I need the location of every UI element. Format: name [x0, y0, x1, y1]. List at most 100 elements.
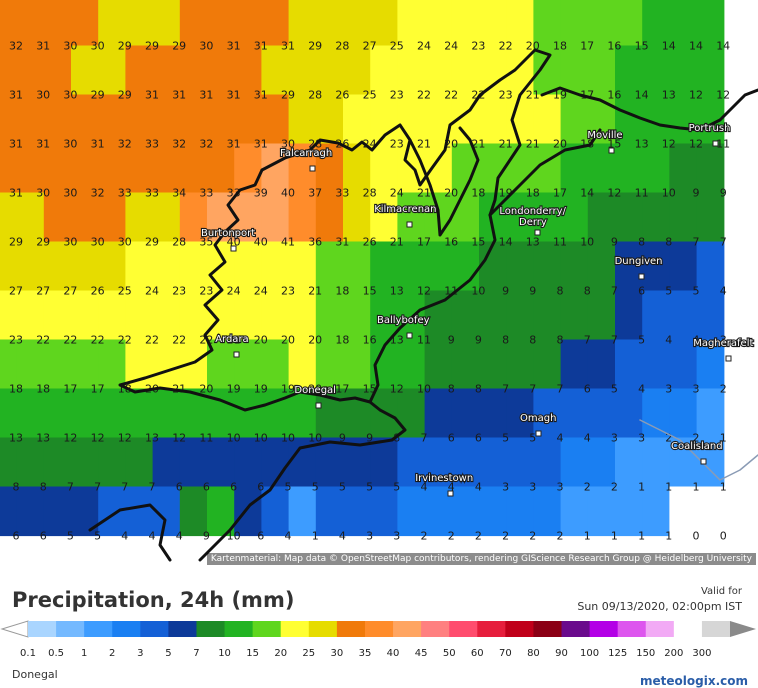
precip-value: 13 — [145, 432, 159, 445]
precip-cell — [234, 192, 262, 243]
precip-value: 32 — [9, 40, 23, 53]
precip-value: 24 — [227, 285, 241, 298]
precip-cell — [179, 290, 208, 341]
precip-value: 15 — [471, 236, 485, 249]
precip-cell — [234, 94, 262, 145]
precip-value: 18 — [553, 40, 567, 53]
precip-cell — [16, 143, 45, 194]
precip-cell — [152, 94, 181, 145]
precip-value: 5 — [366, 481, 373, 494]
precip-cell — [696, 388, 725, 439]
scale-label: 2 — [109, 648, 115, 659]
precip-value: 21 — [227, 334, 241, 347]
precip-cell — [179, 241, 208, 292]
precip-value: 6 — [230, 481, 237, 494]
precip-cell — [71, 437, 99, 488]
precip-cell — [43, 486, 72, 537]
precip-value: 5 — [611, 383, 618, 396]
scale-swatch — [533, 621, 563, 637]
town-marker — [712, 140, 719, 147]
precip-value: 3 — [720, 334, 727, 347]
precip-value: 2 — [720, 383, 727, 396]
precip-value: 7 — [502, 383, 509, 396]
precip-cell — [642, 339, 670, 390]
precipitation-map[interactable]: 32 31 30 30 29 29 29 30 31 31 31 29 28 27 25 24 24 23 22 20… — [0, 0, 758, 566]
precip-cell — [152, 437, 181, 488]
precip-value: 10 — [227, 432, 241, 445]
precip-cell — [43, 143, 72, 194]
precip-value: 28 — [172, 236, 186, 249]
precip-cell — [424, 437, 453, 488]
precip-cell — [261, 339, 290, 390]
precip-cell — [696, 241, 725, 292]
precip-cell — [152, 0, 181, 47]
precip-value: 21 — [526, 89, 540, 102]
precip-value: 15 — [635, 40, 649, 53]
precip-value: 5 — [693, 285, 700, 298]
precip-cell — [615, 388, 643, 439]
precip-value: 4 — [638, 383, 645, 396]
scale-label: 5 — [165, 648, 171, 659]
precip-value: 2 — [475, 530, 482, 543]
precip-cell — [16, 437, 45, 488]
precip-value: 0 — [693, 530, 700, 543]
scale-swatch — [56, 621, 85, 637]
precip-cell — [125, 0, 154, 47]
precip-cell — [397, 241, 426, 292]
precip-value: 12 — [689, 89, 703, 102]
scale-swatch — [168, 621, 197, 637]
precip-value: 0 — [720, 530, 727, 543]
scale-swatch — [701, 621, 731, 637]
scale-swatch — [196, 621, 226, 637]
scale-label: 60 — [471, 648, 484, 659]
town-label: Kilmacrenan — [374, 204, 436, 215]
precip-cell — [0, 94, 18, 145]
precip-value: 7 — [121, 481, 128, 494]
precip-value: 32 — [91, 187, 105, 200]
scale-swatch — [140, 621, 169, 637]
scale-swatch — [673, 621, 703, 637]
precip-cell — [315, 0, 344, 47]
scale-label: 0.5 — [48, 648, 64, 659]
precip-value: 29 — [145, 40, 159, 53]
precip-value: 26 — [335, 89, 349, 102]
precip-cell — [0, 290, 18, 341]
precip-cell — [424, 45, 453, 96]
precip-cell — [397, 45, 426, 96]
precip-value: 12 — [716, 89, 730, 102]
precip-value: 12 — [689, 138, 703, 151]
precip-cell — [152, 241, 181, 292]
precip-cell — [71, 143, 99, 194]
precip-cell — [506, 241, 534, 292]
town-label: Ardara — [215, 334, 249, 345]
precip-cell — [152, 388, 181, 439]
precip-value: 12 — [662, 138, 676, 151]
precip-value: 14 — [689, 40, 703, 53]
precip-value: 12 — [63, 432, 77, 445]
precip-value: 1 — [693, 481, 700, 494]
precip-value: 8 — [502, 334, 509, 347]
precip-value: 3 — [611, 432, 618, 445]
precip-cell — [43, 339, 72, 390]
precip-cell — [506, 388, 534, 439]
precip-value: 30 — [91, 40, 105, 53]
precip-cell — [288, 290, 317, 341]
town-markers: Falcarragh Kilmacrenan Burtonport Londonder… — [200, 122, 755, 497]
precip-value: 9 — [339, 432, 346, 445]
town: Dungiven — [613, 255, 664, 280]
precip-cell — [261, 192, 290, 243]
precip-value: 17 — [91, 383, 105, 396]
precip-value: 18 — [526, 187, 540, 200]
precip-value: 7 — [693, 236, 700, 249]
scale-label: 40 — [387, 648, 400, 659]
precip-cell — [125, 94, 154, 145]
precip-cell — [343, 388, 371, 439]
precip-value: 24 — [145, 285, 159, 298]
precip-value: 19 — [281, 383, 295, 396]
precip-value: 27 — [36, 285, 50, 298]
precip-cell — [669, 0, 698, 47]
precip-value: 28 — [308, 89, 322, 102]
town: Londonderry/Derry — [498, 205, 568, 236]
precip-cell — [71, 339, 99, 390]
precip-cell — [315, 45, 344, 96]
